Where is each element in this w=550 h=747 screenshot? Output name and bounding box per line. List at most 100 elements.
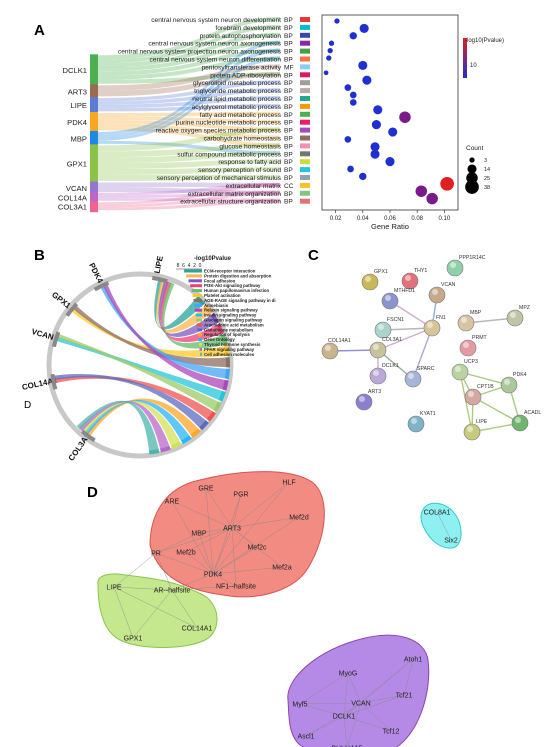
- term-label: central nervous system neuron differenti…: [150, 57, 282, 64]
- chord-pathway-arc: [181, 435, 192, 445]
- ppi-node-label: UCP3: [464, 359, 478, 365]
- term-swatch: [300, 96, 310, 101]
- ppi-node: [355, 393, 373, 411]
- tf-edge: [185, 551, 214, 575]
- tf-edge: [212, 546, 258, 575]
- chord-legend-label: Regulation of lipolysis: [204, 332, 250, 337]
- tf-node-label: VCAN: [351, 701, 370, 708]
- gene-bar: [90, 54, 98, 86]
- dot-point: [347, 165, 354, 173]
- sankey-link: [98, 175, 280, 181]
- count-legend-label: 38: [484, 185, 490, 191]
- ppi-node-highlight: [359, 396, 365, 402]
- term-category: BP: [284, 88, 293, 95]
- ppi-node: [457, 314, 475, 332]
- tf-edge: [360, 702, 392, 732]
- ppi-node-highlight: [411, 418, 417, 424]
- term-category: MF: [284, 64, 294, 71]
- tf-node-label: Tcf21: [396, 693, 413, 700]
- term-category: BP: [284, 112, 293, 119]
- chord-legend-label: Insulin signaling pathway: [204, 313, 257, 318]
- ppi-node: [361, 273, 379, 291]
- term-swatch: [300, 88, 310, 94]
- chord-legend-title: -log10Pvalue: [194, 256, 232, 262]
- chord-gene-label: LIPE: [153, 254, 166, 274]
- sankey-link: [98, 72, 280, 84]
- term-category: BP: [284, 167, 293, 174]
- tf-node-label: AR--halfsite: [154, 588, 191, 595]
- ppi-node-label: COL3A1: [382, 337, 402, 343]
- chord-legend-bar: [190, 284, 202, 288]
- term-category: BP: [284, 104, 293, 111]
- ppi-node-highlight: [385, 295, 391, 301]
- tf-edge: [212, 527, 233, 575]
- dot-point: [385, 157, 395, 167]
- panel-label-a: A: [34, 22, 45, 39]
- tf-node-label: HLF: [282, 480, 295, 487]
- sankey-link: [98, 80, 280, 102]
- sankey-link: [98, 182, 280, 205]
- term-swatch: [300, 17, 310, 22]
- ppi-node: [407, 415, 425, 433]
- sankey-link: [98, 17, 280, 60]
- tf-edge: [231, 493, 242, 529]
- term-swatch: [300, 119, 310, 125]
- tf-edge: [113, 586, 134, 639]
- chord-legend-bar: [200, 352, 202, 356]
- ppi-node-label: PPP1R14C: [459, 255, 486, 261]
- gene-label: COL14A: [58, 193, 88, 202]
- count-legend-label: 14: [484, 167, 490, 173]
- tf-node-label: PR: [151, 551, 161, 558]
- term-category: BP: [284, 143, 293, 150]
- tf-edge: [305, 715, 345, 737]
- term-category: BP: [284, 159, 293, 166]
- chord-pathway-arc: [170, 441, 182, 450]
- dot-point: [359, 172, 367, 181]
- sankey-link: [98, 198, 280, 211]
- term-label: glycerolipid metabolic process: [193, 80, 282, 87]
- tf-cluster-green: [97, 573, 218, 648]
- ppi-node-label: MTHFD1: [394, 288, 415, 294]
- ppi-edge: [459, 371, 473, 433]
- tf-node-label: DCLK1: [333, 714, 356, 721]
- ppi-node-highlight: [455, 366, 461, 372]
- chord-gene-arc: [80, 429, 96, 443]
- tf-edge: [113, 552, 157, 588]
- tf-edge: [113, 586, 173, 591]
- dot-point: [362, 75, 372, 85]
- term-swatch: [300, 48, 310, 54]
- sankey-link: [98, 198, 280, 203]
- chord-legend-bar: [188, 279, 202, 283]
- ppi-node-label: THY1: [414, 268, 427, 274]
- ppi-node-highlight: [427, 322, 433, 328]
- tf-edge: [299, 672, 349, 705]
- tf-edge: [403, 658, 414, 696]
- tf-node-label: MBP: [191, 531, 207, 538]
- tf-node-label: ARE: [165, 499, 180, 506]
- sankey-link: [98, 64, 280, 91]
- ppi-node-label: MPZ: [519, 305, 530, 311]
- term-swatch: [300, 80, 310, 86]
- ppi-node-highlight: [468, 391, 474, 397]
- chord-gene-label: PDK4: [87, 261, 105, 285]
- tf-edge: [347, 702, 362, 747]
- tf-edge: [343, 694, 405, 717]
- chord-ribbon: [56, 333, 220, 411]
- dot-point: [371, 120, 381, 130]
- term-swatch: [300, 111, 310, 117]
- sankey-link: [98, 103, 280, 112]
- sankey-link: [98, 126, 280, 148]
- chord-legend-bar: [195, 313, 202, 317]
- chord-ribbon: [83, 399, 191, 443]
- ppi-node-highlight: [510, 312, 516, 318]
- gene-bar: [90, 191, 98, 203]
- dot-point: [334, 18, 340, 24]
- ppi-node: [401, 272, 419, 290]
- term-label: sensory perception of mechanical stimulu…: [157, 175, 282, 182]
- panel-label-c: C: [308, 247, 319, 264]
- term-category: BP: [284, 175, 293, 182]
- term-swatch: [300, 103, 310, 109]
- ppi-node: [381, 292, 399, 310]
- chord-pathway-arc: [213, 401, 222, 413]
- ppi-node-highlight: [373, 344, 379, 350]
